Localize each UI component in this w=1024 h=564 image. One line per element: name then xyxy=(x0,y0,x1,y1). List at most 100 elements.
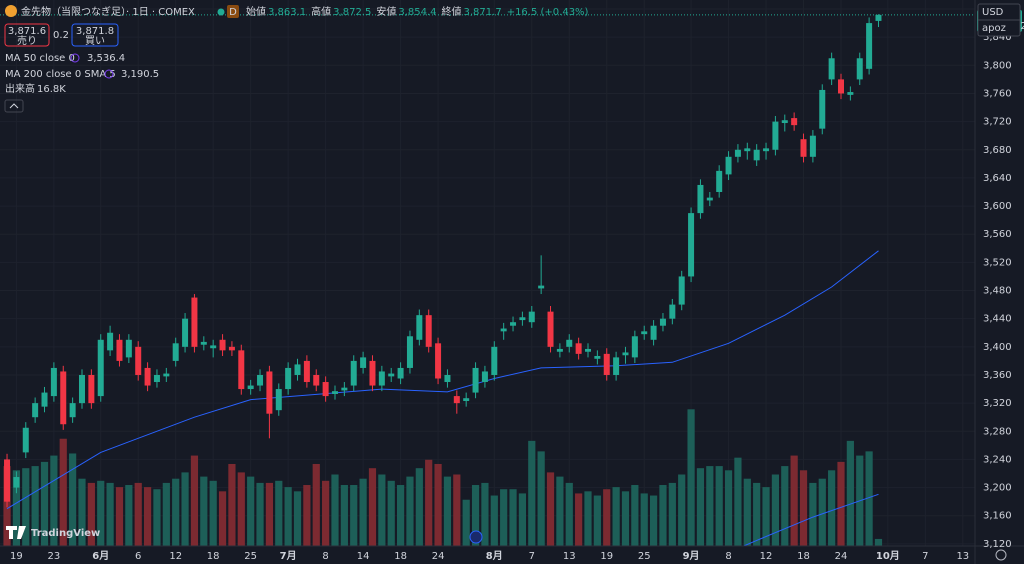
volume-bar xyxy=(846,440,854,546)
x-tick-label: 19 xyxy=(600,551,613,562)
volume-bar xyxy=(162,482,170,546)
sell-label: 売り xyxy=(17,34,37,47)
x-tick-label: 24 xyxy=(835,551,848,562)
candle-body xyxy=(669,304,676,319)
x-tick-label: 18 xyxy=(394,551,407,562)
candle-body xyxy=(22,427,29,453)
legend-icon xyxy=(104,69,114,79)
x-tick-label: 8 xyxy=(725,551,731,562)
candle-body xyxy=(228,346,235,351)
volume-bar xyxy=(359,478,367,546)
x-tick-label: 12 xyxy=(760,551,773,562)
candle-body xyxy=(125,339,132,358)
candle-body xyxy=(200,341,207,345)
candle-body xyxy=(191,297,198,347)
close-value: 3,871.7 xyxy=(464,7,502,18)
volume-bar xyxy=(724,470,733,546)
high-value: 3,872.5 xyxy=(333,7,371,18)
settings-icon[interactable] xyxy=(995,549,1007,561)
buy-label: 買い xyxy=(85,35,105,47)
candle-body xyxy=(622,352,629,356)
candle-body xyxy=(781,120,788,124)
volume-bar xyxy=(743,478,751,546)
volume-bar xyxy=(97,480,105,546)
y-tick-label: 3,120 xyxy=(983,539,1012,550)
candle-body xyxy=(744,148,751,152)
status-dot xyxy=(217,8,225,16)
collapse-button[interactable] xyxy=(4,99,24,113)
candle-body xyxy=(763,148,770,152)
x-tick-label: 25 xyxy=(244,551,257,562)
candle-body xyxy=(472,367,479,393)
spread: 0.2 xyxy=(53,30,69,41)
volume-bar xyxy=(340,485,348,546)
volume-bar xyxy=(443,476,452,546)
candle-body xyxy=(60,371,67,425)
y-tick-label: 3,320 xyxy=(983,398,1012,409)
ohlc: 始値 3,863.1 高値 3,872.5 安値 3,854.4 終値 3,871.7 +16.… xyxy=(246,5,589,18)
candle-body xyxy=(219,339,226,351)
candle-body xyxy=(556,348,563,352)
candle-body xyxy=(528,311,535,323)
currency: USD xyxy=(982,7,1004,18)
candle-body xyxy=(69,403,76,418)
volume-bar xyxy=(649,495,658,546)
candle-body xyxy=(772,121,779,150)
x-tick-label: 9月 xyxy=(683,550,700,562)
candle-body xyxy=(463,398,470,402)
candle-body xyxy=(50,367,57,397)
candle-body xyxy=(172,343,179,361)
candle-body xyxy=(4,459,11,502)
y-tick-label: 3,400 xyxy=(983,342,1012,353)
candle-body xyxy=(800,139,807,157)
volume-bar xyxy=(631,485,639,546)
open-value: 3,863.1 xyxy=(268,7,306,18)
volume-bar xyxy=(331,474,339,546)
sell-button[interactable] xyxy=(4,23,50,47)
candle-body xyxy=(866,23,873,69)
volume-bar xyxy=(181,472,189,546)
volume-bar xyxy=(481,482,489,546)
volume-bar xyxy=(209,480,217,546)
ma-line xyxy=(742,493,879,546)
x-tick-label: 25 xyxy=(638,551,651,562)
volume-bar xyxy=(172,478,180,546)
y-tick-label: 3,680 xyxy=(983,145,1012,156)
candle-body xyxy=(603,353,610,375)
volume-bar xyxy=(621,491,630,546)
volume-bar xyxy=(115,487,124,546)
candle-body xyxy=(435,343,442,379)
buy-button[interactable] xyxy=(71,23,119,47)
candle-body xyxy=(416,315,423,340)
x-tick-label: 8月 xyxy=(486,550,503,562)
ma-line xyxy=(6,250,879,510)
volume-bar xyxy=(696,468,705,546)
candle-body xyxy=(575,343,582,354)
candle-body xyxy=(238,350,245,390)
volume-bar xyxy=(818,478,826,546)
badge-box xyxy=(227,5,239,18)
volume-bar xyxy=(734,457,742,546)
y-tick-label: 3,600 xyxy=(983,201,1012,212)
candle-body xyxy=(791,118,798,126)
candle-body xyxy=(285,367,292,390)
collapse-icon xyxy=(9,103,19,109)
x-tick-label: 10月 xyxy=(876,550,900,562)
volume-bar xyxy=(237,472,245,546)
y-tick-label: 3,360 xyxy=(983,370,1012,381)
volume-bar xyxy=(303,485,311,546)
volume-bar xyxy=(59,438,67,546)
y-tick-label: 3,160 xyxy=(983,511,1012,522)
unit: apoz xyxy=(982,23,1006,34)
volume-pane xyxy=(3,409,883,546)
volume-bar xyxy=(78,478,86,546)
y-tick-label: 3,800 xyxy=(983,60,1012,71)
candle-body xyxy=(538,285,545,289)
y-tick-label: 3,840 xyxy=(983,32,1012,43)
legend-volume: 出来高 xyxy=(5,82,35,95)
x-tick-label: 13 xyxy=(956,551,969,562)
volume-bar xyxy=(715,466,723,546)
candle-body xyxy=(838,79,845,94)
events-icon[interactable] xyxy=(469,530,483,544)
